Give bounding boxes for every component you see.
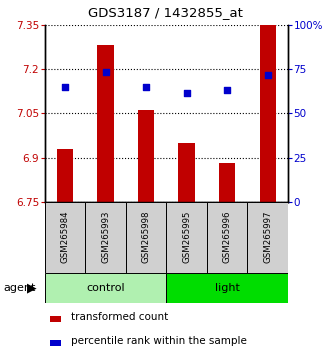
Bar bbox=[260, 25, 276, 202]
Bar bbox=[57, 149, 73, 202]
Bar bbox=[178, 143, 195, 202]
Bar bbox=[50, 340, 61, 346]
Point bbox=[184, 90, 189, 96]
Bar bbox=[166, 202, 207, 273]
Text: transformed count: transformed count bbox=[71, 312, 169, 322]
Text: ▶: ▶ bbox=[26, 281, 36, 294]
Text: GSM265996: GSM265996 bbox=[223, 211, 232, 263]
Bar bbox=[85, 202, 126, 273]
Bar bbox=[126, 202, 166, 273]
Text: GSM265984: GSM265984 bbox=[61, 211, 70, 263]
Bar bbox=[207, 202, 247, 273]
Point bbox=[224, 87, 230, 92]
Text: control: control bbox=[86, 282, 125, 293]
Text: agent: agent bbox=[3, 282, 36, 293]
Bar bbox=[247, 202, 288, 273]
Text: light: light bbox=[215, 282, 240, 293]
Text: GSM265993: GSM265993 bbox=[101, 211, 110, 263]
Bar bbox=[166, 273, 288, 303]
Point bbox=[143, 84, 149, 90]
Bar bbox=[50, 316, 61, 322]
Point bbox=[103, 69, 108, 75]
Bar bbox=[97, 45, 114, 202]
Text: GSM265998: GSM265998 bbox=[142, 211, 151, 263]
Point bbox=[62, 84, 68, 90]
Bar bbox=[219, 164, 235, 202]
Bar bbox=[45, 273, 166, 303]
Bar bbox=[138, 110, 154, 202]
Point bbox=[265, 72, 270, 78]
Text: GDS3187 / 1432855_at: GDS3187 / 1432855_at bbox=[88, 6, 243, 19]
Text: GSM265995: GSM265995 bbox=[182, 211, 191, 263]
Bar bbox=[45, 202, 85, 273]
Text: percentile rank within the sample: percentile rank within the sample bbox=[71, 336, 247, 346]
Text: GSM265997: GSM265997 bbox=[263, 211, 272, 263]
